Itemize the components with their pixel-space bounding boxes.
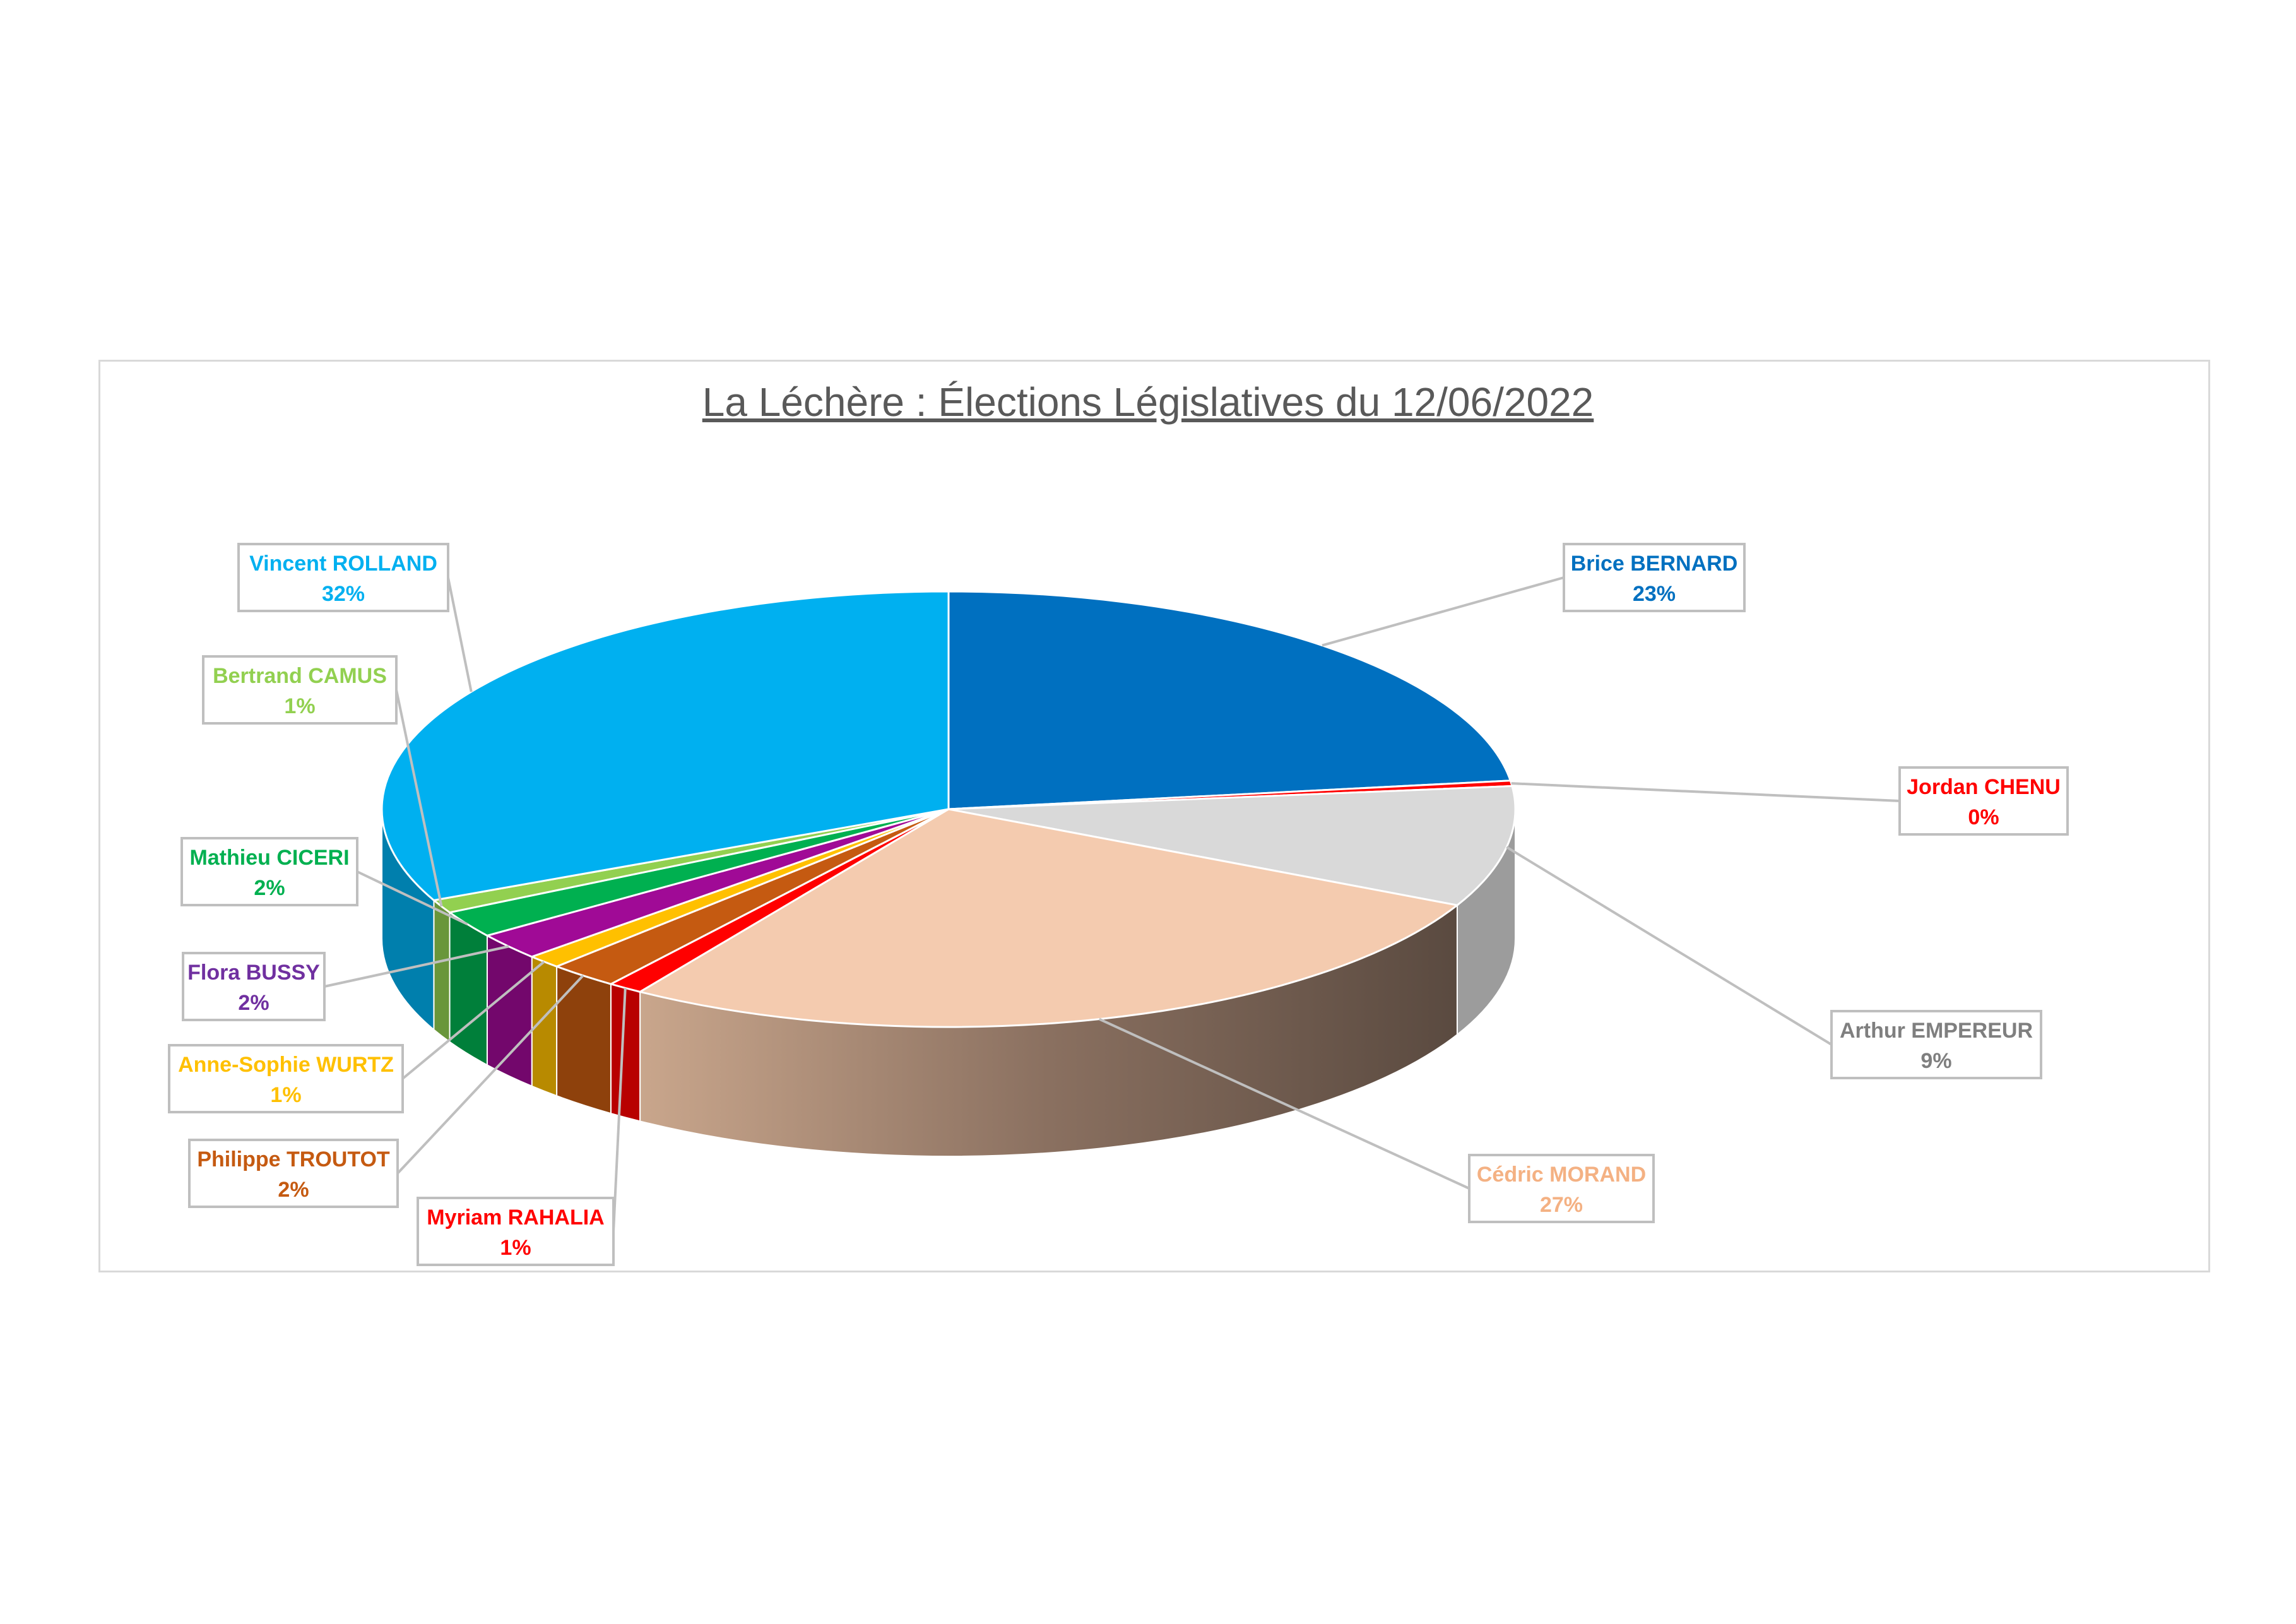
- leader-line-0: [1322, 576, 1565, 647]
- leader-line-10: [447, 577, 473, 692]
- label-box-9: [202, 655, 398, 725]
- label-value-10: 32%: [322, 582, 365, 606]
- label-name-3: Cédric MORAND: [1477, 1163, 1646, 1187]
- label-box-8: [180, 837, 358, 906]
- label-box-3: [1468, 1154, 1655, 1223]
- label-value-4: 1%: [500, 1236, 531, 1260]
- label-value-2: 9%: [1920, 1049, 1951, 1073]
- label-value-3: 27%: [1540, 1193, 1583, 1217]
- label-box-4: [417, 1197, 615, 1266]
- leader-line-3: [1098, 1017, 1470, 1190]
- label-box-7: [182, 952, 326, 1021]
- label-box-0: [1563, 543, 1746, 612]
- label-name-10: Vincent ROLLAND: [249, 552, 437, 576]
- leader-lines: [324, 576, 1900, 1232]
- label-value-5: 2%: [278, 1178, 309, 1202]
- label-name-2: Arthur EMPEREUR: [1840, 1019, 2033, 1043]
- label-name-5: Philippe TROUTOT: [197, 1147, 390, 1171]
- chart-title: La Léchère : Élections Législatives du 1…: [702, 379, 1594, 425]
- label-box-6: [168, 1044, 404, 1113]
- label-name-4: Myriam RAHALIA: [427, 1206, 604, 1230]
- label-name-8: Mathieu CICERI: [189, 846, 349, 870]
- pie-slice-arthur-empereur: [948, 785, 1517, 906]
- pie-slice-brice-bernard: [947, 590, 1512, 810]
- leader-line-1: [1511, 782, 1900, 802]
- pie-side-7: [486, 934, 533, 1088]
- label-value-7: 2%: [238, 991, 269, 1015]
- pie-slice-c-dric-morand: [637, 808, 1460, 1028]
- label-value-1: 0%: [1968, 805, 1999, 829]
- label-box-2: [1830, 1010, 2042, 1079]
- label-box-10: [237, 543, 449, 612]
- label-box-5: [188, 1139, 399, 1208]
- pie-tops: [381, 590, 1517, 1028]
- pie-sides: [381, 809, 1516, 1157]
- label-name-6: Anne-Sophie WURTZ: [178, 1053, 394, 1077]
- pie-side-9: [433, 899, 451, 1043]
- leader-line-8: [357, 870, 468, 926]
- leader-line-9: [395, 689, 443, 907]
- pie-side-8: [449, 911, 488, 1067]
- label-value-8: 2%: [254, 876, 285, 900]
- label-name-7: Flora BUSSY: [187, 961, 320, 985]
- label-value-6: 1%: [270, 1083, 301, 1107]
- leader-line-5: [396, 975, 584, 1175]
- leader-line-7: [324, 945, 509, 988]
- label-box-1: [1898, 766, 2069, 836]
- pie-slice-vincent-rolland: [381, 590, 950, 901]
- leader-line-4: [612, 988, 627, 1232]
- leader-line-2: [1506, 846, 1833, 1046]
- label-name-1: Jordan CHENU: [1907, 775, 2061, 799]
- pie-side-5: [556, 965, 612, 1115]
- label-name-0: Brice BERNARD: [1571, 552, 1738, 576]
- labels: Brice BERNARD 23% Jordan CHENU 0% Arthur EMP…: [168, 543, 2069, 1266]
- label-value-9: 1%: [284, 694, 315, 718]
- leader-line-6: [401, 961, 545, 1080]
- label-name-9: Bertrand CAMUS: [213, 664, 387, 688]
- label-value-0: 23%: [1633, 582, 1676, 606]
